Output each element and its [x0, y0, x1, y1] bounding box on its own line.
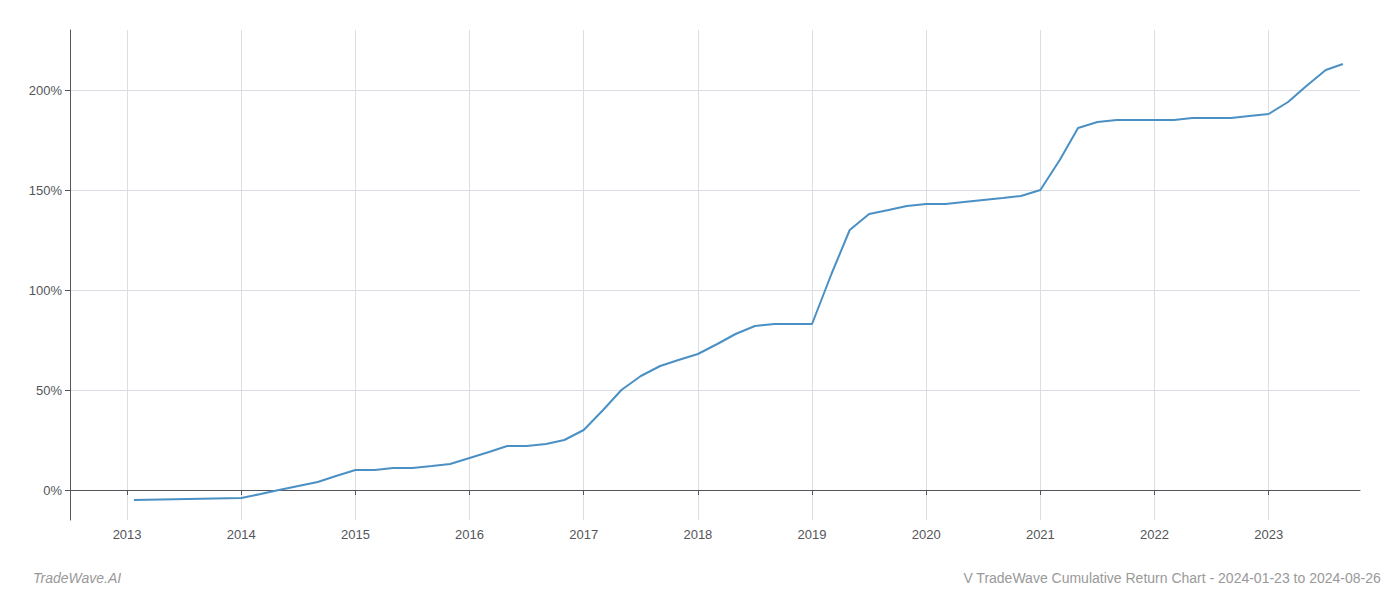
svg-text:50%: 50%: [36, 383, 62, 398]
svg-text:2022: 2022: [1140, 527, 1169, 542]
svg-text:2018: 2018: [683, 527, 712, 542]
svg-text:2016: 2016: [455, 527, 484, 542]
svg-text:2015: 2015: [341, 527, 370, 542]
svg-text:150%: 150%: [29, 183, 63, 198]
svg-text:2023: 2023: [1254, 527, 1283, 542]
svg-text:2019: 2019: [798, 527, 827, 542]
svg-text:2013: 2013: [113, 527, 142, 542]
svg-text:0%: 0%: [43, 483, 62, 498]
svg-text:200%: 200%: [29, 83, 63, 98]
svg-text:100%: 100%: [29, 283, 63, 298]
svg-text:2021: 2021: [1026, 527, 1055, 542]
svg-text:V TradeWave Cumulative Return: V TradeWave Cumulative Return Chart - 20…: [963, 570, 1381, 586]
svg-text:2020: 2020: [912, 527, 941, 542]
svg-text:2014: 2014: [227, 527, 256, 542]
svg-text:2017: 2017: [569, 527, 598, 542]
svg-text:TradeWave.AI: TradeWave.AI: [33, 570, 121, 586]
